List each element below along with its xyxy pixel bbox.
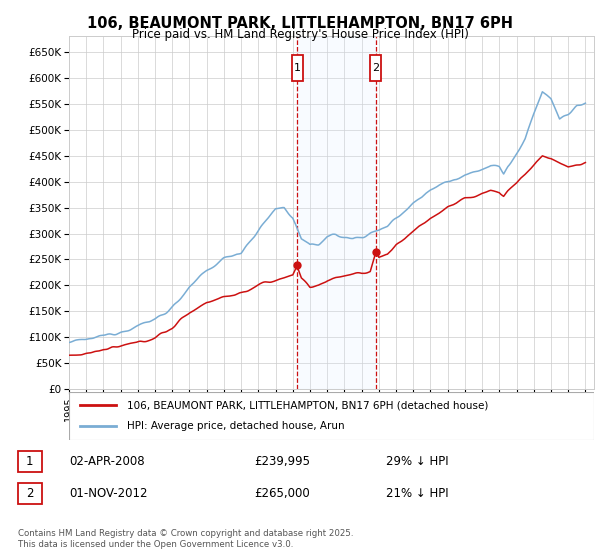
FancyBboxPatch shape: [370, 54, 382, 81]
Text: 2: 2: [373, 63, 379, 73]
Text: 2: 2: [26, 487, 34, 500]
Text: 29% ↓ HPI: 29% ↓ HPI: [386, 455, 449, 468]
Text: 1: 1: [293, 63, 301, 73]
Text: 106, BEAUMONT PARK, LITTLEHAMPTON, BN17 6PH (detached house): 106, BEAUMONT PARK, LITTLEHAMPTON, BN17 …: [127, 400, 488, 410]
Text: 106, BEAUMONT PARK, LITTLEHAMPTON, BN17 6PH: 106, BEAUMONT PARK, LITTLEHAMPTON, BN17 …: [87, 16, 513, 31]
Text: Price paid vs. HM Land Registry's House Price Index (HPI): Price paid vs. HM Land Registry's House …: [131, 28, 469, 41]
Text: Contains HM Land Registry data © Crown copyright and database right 2025.
This d: Contains HM Land Registry data © Crown c…: [18, 530, 353, 549]
Text: 1: 1: [26, 455, 34, 468]
Text: 01-NOV-2012: 01-NOV-2012: [70, 487, 148, 500]
FancyBboxPatch shape: [18, 483, 42, 505]
FancyBboxPatch shape: [292, 54, 302, 81]
Text: 21% ↓ HPI: 21% ↓ HPI: [386, 487, 449, 500]
FancyBboxPatch shape: [18, 451, 42, 472]
Text: £265,000: £265,000: [254, 487, 310, 500]
Bar: [297, 36, 376, 389]
Text: HPI: Average price, detached house, Arun: HPI: Average price, detached house, Arun: [127, 421, 344, 431]
Text: £239,995: £239,995: [254, 455, 310, 468]
Text: 02-APR-2008: 02-APR-2008: [70, 455, 145, 468]
